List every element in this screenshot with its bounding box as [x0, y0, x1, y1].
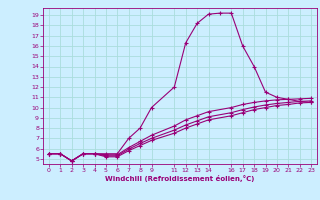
X-axis label: Windchill (Refroidissement éolien,°C): Windchill (Refroidissement éolien,°C) [105, 175, 255, 182]
